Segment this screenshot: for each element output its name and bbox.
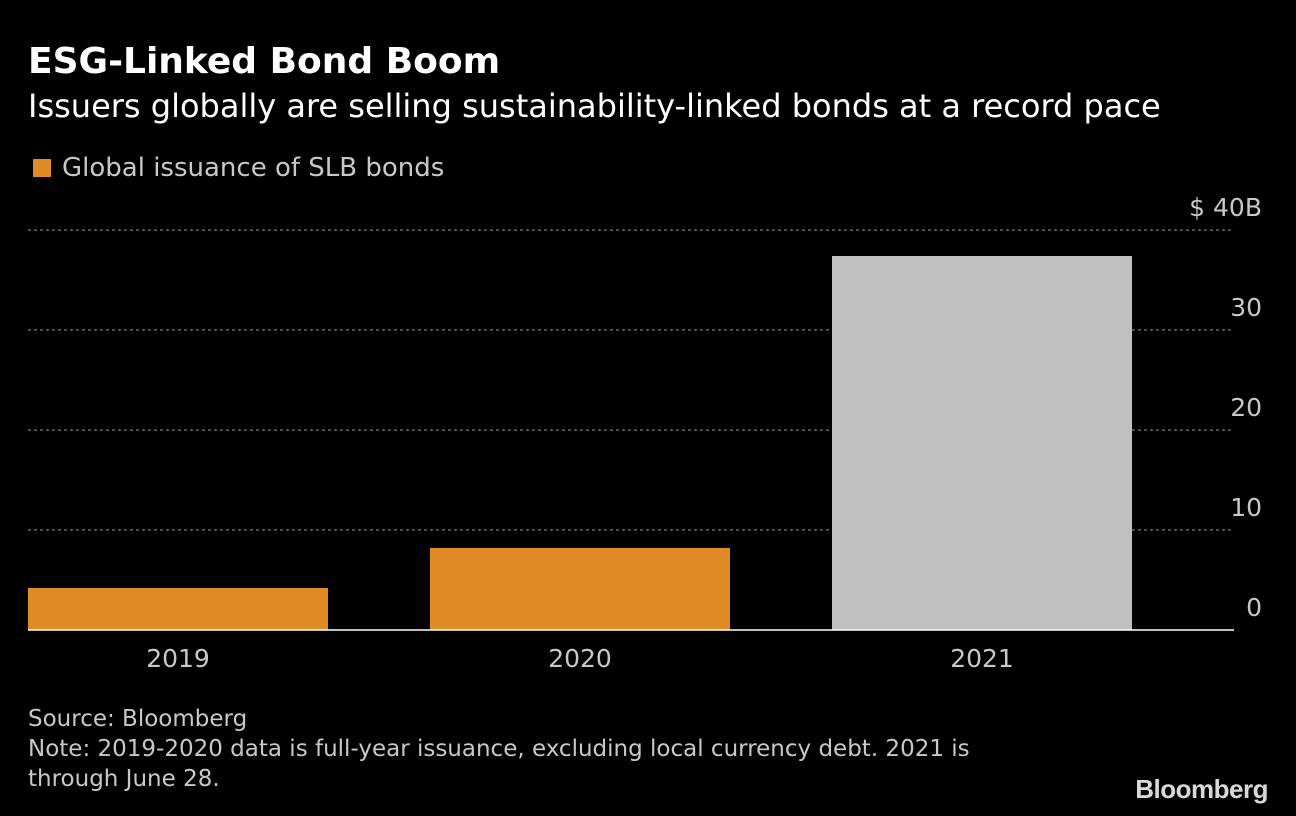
source-text: Source: Bloomberg	[28, 706, 248, 732]
y-tick-label-20: 20	[1230, 393, 1262, 422]
note-text-line-2: through June 28.	[28, 766, 220, 792]
y-tick-label-10: 10	[1230, 493, 1262, 522]
y-tick-label-40: $ 40B	[1189, 193, 1262, 222]
note-text-line-1: Note: 2019-2020 data is full-year issuan…	[28, 736, 970, 762]
y-tick-label-30: 30	[1230, 293, 1262, 322]
bar-2019	[28, 588, 328, 630]
x-tick-label-2021: 2021	[950, 644, 1014, 673]
legend: Global issuance of SLB bonds	[33, 152, 444, 184]
bloomberg-logo: Bloomberg	[1135, 774, 1268, 804]
x-tick-label-2019: 2019	[146, 644, 210, 673]
x-tick-label-2020: 2020	[548, 644, 612, 673]
chart-subtitle: Issuers globally are selling sustainabil…	[28, 87, 1161, 125]
bar-2020	[430, 548, 730, 630]
legend-label: Global issuance of SLB bonds	[62, 153, 445, 183]
footer-notes: Source: Bloomberg Note: 2019-2020 data i…	[28, 704, 970, 794]
y-tick-label-0: 0	[1246, 593, 1262, 622]
legend-swatch	[33, 159, 51, 177]
bar-2021	[832, 256, 1132, 630]
chart-title: ESG-Linked Bond Boom	[28, 41, 501, 82]
